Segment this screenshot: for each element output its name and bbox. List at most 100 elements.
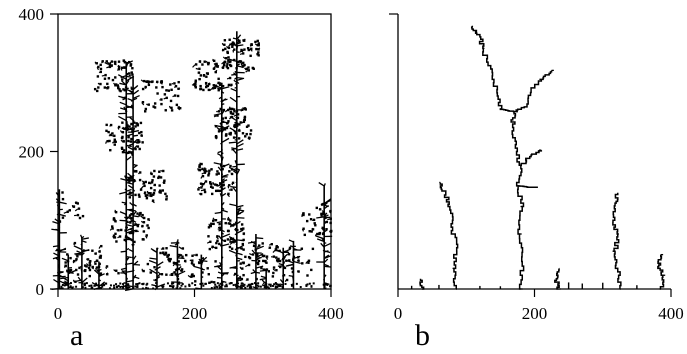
panel-a-deposit-point (142, 221, 146, 224)
panel-a-deposit-point (175, 103, 179, 107)
panel-a-twig (275, 246, 278, 250)
panel-a-deposit-point (238, 123, 241, 126)
panel-a-deposit-point (252, 244, 256, 247)
panel-a-side-branch (59, 201, 67, 205)
panel-a-twig (321, 227, 325, 232)
panel-a-deposit-point (165, 96, 168, 100)
panel-a-side-branch (175, 264, 178, 266)
panel-a-deposit-point (153, 102, 157, 105)
panel-a-deposit-point (124, 86, 128, 89)
panel-a-deposit-point (290, 284, 293, 287)
panel-a-twig (88, 261, 91, 264)
panel-a-deposit-point (269, 283, 272, 286)
panel-a-deposit-point (199, 74, 203, 77)
panel-a-deposit-point (232, 42, 236, 45)
panel-a-deposit-point (111, 225, 114, 228)
panel-a-deposit-point (330, 229, 333, 233)
panel-a-deposit-point (256, 39, 259, 43)
panel-a-twig (96, 66, 99, 71)
panel-a-side-branch (221, 149, 223, 152)
panel-a-deposit-point (249, 283, 252, 286)
panel-a-deposit-point (133, 240, 136, 244)
panel-a-deposit-point (217, 172, 220, 175)
panel-a-deposit-point (96, 75, 100, 78)
panel-a-deposit-point (219, 163, 223, 166)
panel-a-deposit-point (211, 186, 214, 189)
panel-a-twig (200, 271, 203, 274)
panel-a-deposit-point (101, 60, 104, 63)
panel-a-deposit-point (223, 39, 227, 42)
panel-a-deposit-point (210, 280, 213, 284)
panel-a-side-branch (323, 258, 329, 264)
panel-a-deposit-point (174, 262, 177, 265)
panel-a-deposit-point (121, 135, 124, 139)
panel-a-deposit-point (242, 232, 246, 235)
panel-a-deposit-point (206, 84, 210, 88)
panel-a-side-branch (127, 98, 134, 102)
panel-a-deposit-point (217, 81, 220, 85)
panel-a-twig (205, 60, 209, 64)
panel-a-side-branch (81, 237, 89, 240)
panel-a-deposit-point (229, 112, 233, 115)
panel-a-twig (109, 228, 112, 231)
panel-a-deposit-point (218, 189, 222, 193)
panel-a-deposit-point (199, 87, 203, 91)
panel-a-twig (133, 147, 137, 150)
panel-a-twig (99, 255, 103, 259)
panel-b-branch (520, 150, 543, 166)
panel-a-deposit-point (282, 273, 286, 277)
panel-a-side-branch (121, 201, 127, 204)
panel-a-side-branch (129, 201, 134, 207)
panel-a-side-branch (126, 75, 132, 78)
panel-a-twig (229, 241, 233, 245)
panel-a-twig (85, 263, 90, 267)
panel-a-deposit-point (78, 216, 82, 220)
panel-a-deposit-point (195, 253, 198, 257)
panel-a-deposit-point (313, 222, 316, 225)
panel-a-side-branch (320, 242, 325, 248)
panel-a-side-branch (323, 212, 328, 218)
panel-a-deposit-point (129, 64, 132, 67)
panel-a-deposit-point (224, 116, 227, 120)
panel-a-side-branch (221, 178, 226, 182)
panel-a-twig (160, 169, 163, 172)
panel-a-twig (239, 247, 241, 250)
panel-a-side-branch (132, 84, 139, 91)
panel-a-deposit-point (235, 67, 238, 70)
panel-a-twig (245, 264, 249, 268)
panel-a-deposit-point (256, 253, 259, 256)
panel-a-side-branch (59, 280, 69, 286)
panel-a-deposit-point (311, 247, 315, 251)
panel-a-deposit-point (95, 266, 99, 269)
panel-a-side-branch (81, 252, 85, 256)
panel-a-deposit-point (214, 84, 218, 87)
panel-a-side-branch (59, 274, 63, 278)
panel-a-twig (94, 252, 97, 255)
panel-a-side-branch (323, 250, 329, 253)
panel-a-deposit-point (74, 280, 77, 283)
panel-a-deposit-point (227, 192, 230, 196)
panel-a-data (51, 31, 333, 292)
panel-a-deposit-point (241, 52, 245, 55)
panel-a-deposit-point (198, 60, 202, 63)
panel-a-twig (198, 61, 202, 64)
panel-a-side-branch (132, 89, 140, 95)
panel-a-deposit-point (177, 260, 180, 263)
panel-a-twig (120, 139, 123, 143)
panel-a-twig (143, 192, 147, 197)
panel-a-deposit-point (258, 244, 261, 247)
panel-a-twig (213, 115, 217, 118)
panel-a-side-branch (156, 266, 161, 270)
panel-a-deposit-point (231, 224, 235, 227)
panel-a-twig (237, 128, 241, 132)
panel-a-side-branch (81, 240, 87, 243)
panel-a-deposit-point (218, 226, 222, 229)
panel-a-deposit-point (150, 194, 153, 198)
panel-a-twig (198, 78, 201, 81)
panel-a-side-branch (94, 283, 100, 287)
panel-a-deposit-point (137, 193, 141, 196)
panel-a-deposit-point (177, 80, 180, 84)
panel-a-deposit-point (123, 127, 126, 130)
panel-a-twig (219, 121, 223, 125)
panel-a-deposit-point (75, 258, 78, 261)
